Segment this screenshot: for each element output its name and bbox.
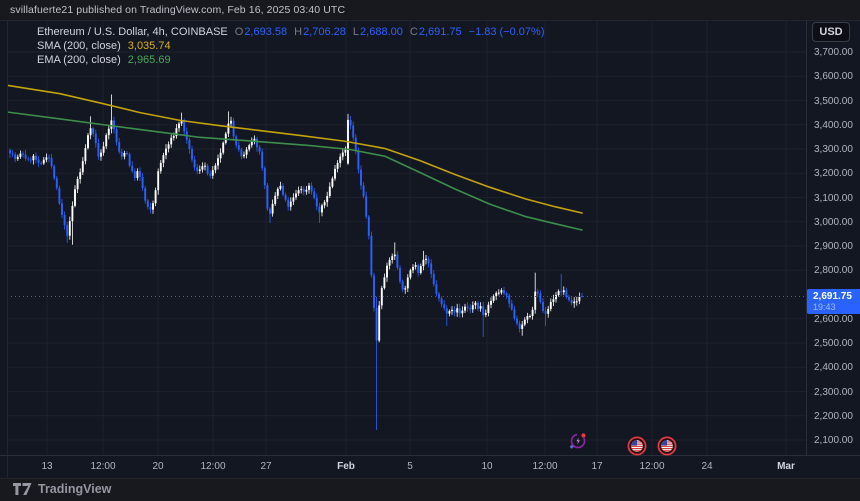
time-axis-label: 10 [481, 461, 493, 472]
pane-left-border [7, 20, 8, 478]
price-axis[interactable]: 3,700.00 3,600.00 3,500.00 3,400.00 3,300.00… [806, 20, 860, 455]
price-axis-label: 2,500.00 [814, 338, 853, 349]
ohlc-value: 2,691.75 [418, 26, 462, 38]
time-axis[interactable]: 13 12:00 20 12:00 27 Feb 5 10 12:00 17 12:00 24 Mar [0, 455, 860, 479]
change-value: −1.83 (−0.07%) [468, 26, 545, 38]
chart-legend: Ethereum / U.S. Dollar, 4h, COINBASE O2,6… [37, 25, 545, 67]
price-axis-label: 3,600.00 [814, 71, 853, 83]
time-axis-label: 12:00 [532, 461, 558, 472]
time-axis-label: 12:00 [639, 461, 665, 472]
time-axis-label: 27 [260, 461, 272, 472]
indicator-value: 3,035.74 [127, 40, 171, 52]
currency-toggle-button[interactable]: USD [812, 22, 850, 42]
ohlc-key: L [352, 26, 360, 38]
indicator-label: SMA (200, close) [37, 40, 121, 52]
ohlc-value: 2,706.28 [303, 26, 346, 38]
bar-countdown: 19:43 [813, 301, 836, 312]
price-axis-label: 3,300.00 [814, 144, 853, 155]
indicator-legend-row[interactable]: EMA (200, close) 2,965.69 [37, 53, 545, 67]
time-axis-label: 24 [701, 461, 713, 472]
crypto-event-icon[interactable] [566, 429, 590, 453]
ohlc-value: 2,693.58 [244, 26, 288, 38]
indicator-label: EMA (200, close) [37, 54, 121, 66]
time-axis-label: 12:00 [90, 461, 116, 472]
time-axis-label: 5 [407, 461, 413, 472]
price-axis-label: 3,100.00 [814, 192, 853, 204]
top-bar: svillafuerte21 published on TradingView.… [0, 0, 860, 21]
ohlc-value: 2,688.00 [360, 26, 403, 38]
time-axis-label: 20 [152, 461, 164, 472]
price-axis-label: 2,300.00 [814, 386, 853, 398]
bottom-strip: TradingView [0, 478, 860, 501]
time-axis-label: 12:00 [200, 461, 226, 472]
tradingview-logo[interactable]: TradingView [13, 482, 111, 496]
us-economic-event-icon[interactable] [625, 434, 649, 458]
price-axis-label: 2,600.00 [814, 313, 853, 325]
tradingview-logo-text: TradingView [38, 482, 112, 496]
price-axis-label: 2,200.00 [814, 410, 853, 422]
price-axis-label: 2,900.00 [814, 241, 853, 252]
time-axis-label: 17 [591, 461, 603, 472]
symbol-legend-row[interactable]: Ethereum / U.S. Dollar, 4h, COINBASE O2,6… [37, 25, 545, 39]
indicator-value: 2,965.69 [127, 54, 171, 66]
indicator-legend-row[interactable]: SMA (200, close) 3,035.74 [37, 39, 545, 53]
price-axis-label: 3,200.00 [814, 168, 853, 180]
price-axis-label: 2,400.00 [814, 362, 853, 374]
price-axis-label: 2,100.00 [814, 435, 853, 446]
time-axis-label: Mar [777, 461, 795, 472]
time-axis-label: 13 [41, 461, 53, 472]
price-axis-label: 3,000.00 [814, 216, 853, 228]
ohlc-key: O [234, 26, 244, 38]
tradingview-logo-icon [13, 483, 32, 495]
publication-info: svillafuerte21 published on TradingView.… [10, 4, 346, 16]
price-axis-label: 2,800.00 [814, 265, 853, 277]
last-price-label: 2,691.75 19:43 [807, 288, 860, 314]
price-axis-label: 3,400.00 [814, 119, 853, 131]
ohlc-key: H [294, 26, 303, 38]
price-axis-label: 3,700.00 [814, 47, 853, 58]
time-axis-label: Feb [337, 461, 355, 472]
symbol-title: Ethereum / U.S. Dollar, 4h, COINBASE [37, 26, 228, 38]
us-economic-event-icon[interactable] [655, 434, 679, 458]
price-axis-label: 3,500.00 [814, 95, 853, 107]
last-price-value: 2,691.75 [813, 290, 852, 302]
ohlc-key: C [409, 26, 418, 38]
